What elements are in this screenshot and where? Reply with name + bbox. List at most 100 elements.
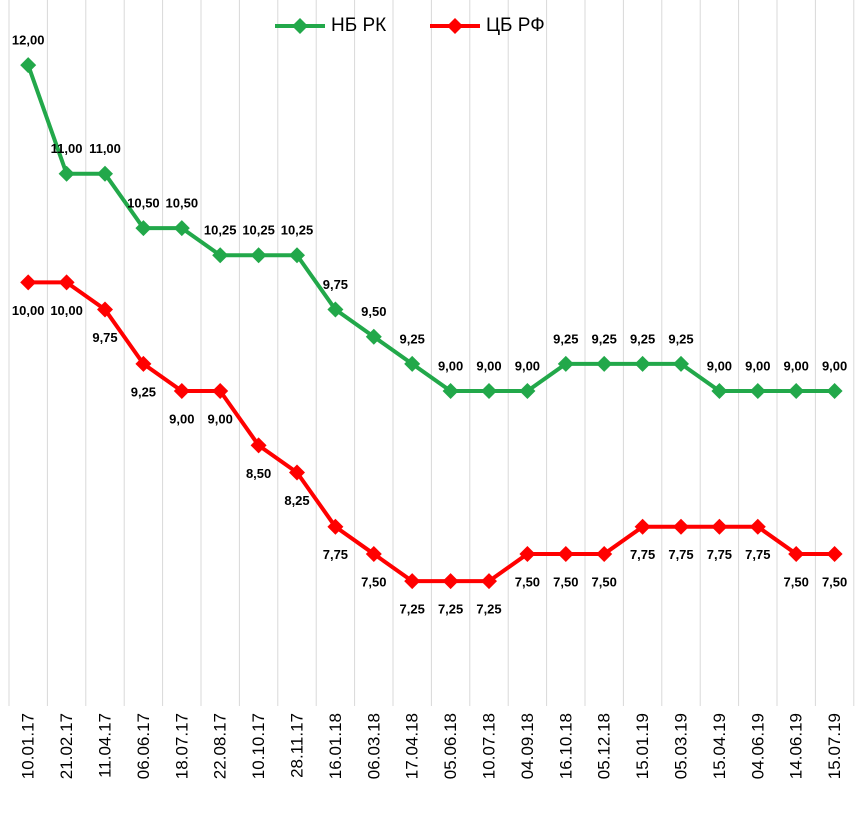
data-label: 10,25	[281, 223, 314, 238]
data-label: 10,25	[242, 223, 275, 238]
point	[826, 383, 843, 400]
data-label: 7,50	[553, 574, 578, 589]
data-label: 10,50	[166, 196, 199, 211]
point	[442, 383, 459, 400]
legend-marker	[447, 18, 463, 34]
point	[135, 220, 152, 237]
data-label: 12,00	[12, 33, 45, 48]
data-label: 9,00	[208, 411, 233, 426]
data-label: 7,75	[630, 547, 655, 562]
x-tick-label: 21.02.17	[57, 713, 76, 779]
data-label: 7,50	[361, 574, 386, 589]
x-tick-label: 04.09.18	[518, 713, 537, 779]
x-tick-label: 15.01.19	[633, 713, 652, 779]
point	[289, 247, 305, 264]
point	[826, 545, 843, 562]
point	[250, 247, 267, 264]
data-label: 7,25	[476, 602, 501, 617]
series-line	[28, 280, 835, 584]
data-label: 7,25	[400, 602, 425, 617]
point	[711, 518, 728, 535]
x-tick-label: 15.07.19	[825, 713, 844, 779]
point	[596, 545, 613, 562]
point	[519, 545, 536, 562]
data-label: 9,00	[169, 411, 194, 426]
legend-label: ЦБ РФ	[486, 15, 545, 36]
point	[788, 383, 805, 400]
data-label: 9,25	[630, 331, 655, 346]
data-label: 9,25	[668, 331, 693, 346]
x-tick-label: 05.03.19	[671, 713, 690, 779]
x-tick-label: 14.06.19	[787, 713, 806, 779]
point	[20, 274, 37, 291]
data-label: 11,00	[89, 141, 121, 156]
point	[58, 274, 75, 291]
point	[557, 545, 574, 562]
data-label: 9,00	[707, 358, 732, 373]
point	[711, 383, 728, 400]
data-label: 7,75	[323, 547, 348, 562]
point	[289, 464, 305, 481]
point	[673, 355, 689, 372]
x-tick-label: 05.06.18	[441, 713, 460, 779]
x-tick-label: 06.06.17	[134, 713, 153, 779]
data-label: 9,25	[131, 384, 156, 399]
data-label: 8,25	[284, 493, 309, 508]
x-tick-label: 11.04.17	[95, 713, 114, 778]
data-label: 9,75	[323, 277, 348, 292]
point	[596, 355, 613, 372]
point	[212, 383, 229, 400]
data-label: 7,50	[592, 574, 617, 589]
data-label: 9,00	[822, 358, 847, 373]
data-label: 9,25	[400, 331, 425, 346]
point	[673, 518, 689, 535]
data-label: 7,75	[745, 547, 770, 562]
x-tick-label: 16.10.18	[556, 713, 575, 779]
point	[519, 383, 536, 400]
data-label: 9,50	[361, 304, 386, 319]
point	[365, 545, 382, 562]
legend-marker	[292, 18, 308, 34]
data-label: 9,00	[438, 358, 463, 373]
data-label: 9,00	[784, 358, 809, 373]
x-tick-label: 10.07.18	[479, 713, 498, 779]
x-tick-label: 10.01.17	[19, 713, 38, 779]
point	[20, 57, 37, 74]
point	[135, 355, 152, 372]
point	[173, 383, 190, 400]
x-tick-label: 18.07.17	[172, 713, 191, 779]
point	[365, 328, 382, 345]
point	[481, 383, 497, 400]
x-tick-label: 06.03.18	[364, 713, 383, 779]
point	[404, 573, 421, 590]
x-tick-label: 05.12.18	[595, 713, 614, 779]
data-label: 10,00	[50, 303, 83, 318]
data-label: 11,00	[51, 141, 83, 156]
data-label: 9,25	[592, 331, 617, 346]
point	[212, 247, 229, 264]
point	[97, 165, 113, 182]
point	[634, 518, 651, 535]
point	[788, 545, 805, 562]
data-label: 10,25	[204, 223, 237, 238]
point	[250, 437, 267, 454]
data-label: 7,50	[822, 574, 847, 589]
data-label: 10,00	[12, 303, 45, 318]
data-label: 9,00	[476, 358, 501, 373]
data-label: 9,00	[515, 358, 540, 373]
point	[557, 355, 574, 372]
x-tick-label: 04.06.19	[748, 713, 767, 779]
data-label: 8,50	[246, 466, 271, 481]
x-tick-label: 16.01.18	[326, 713, 345, 779]
x-tick-label: 22.08.17	[211, 713, 230, 779]
point	[442, 573, 459, 590]
data-label: 7,75	[707, 547, 732, 562]
point	[327, 518, 344, 535]
data-label: 9,75	[92, 330, 117, 345]
x-tick-label: 10.10.17	[249, 713, 268, 779]
point	[173, 220, 190, 237]
data-label: 7,50	[784, 574, 809, 589]
x-tick-label: 28.11.17	[287, 713, 306, 778]
point	[749, 383, 766, 400]
